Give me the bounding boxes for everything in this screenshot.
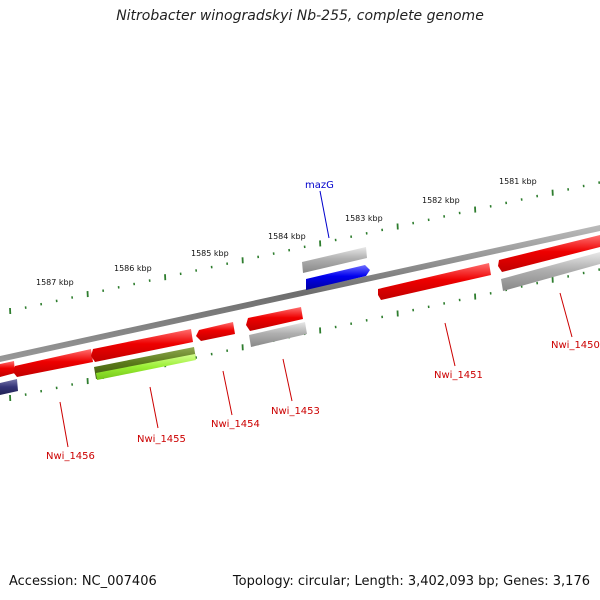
upper-tick-row [9, 181, 600, 315]
gene-gray-outer-1583[interactable] [302, 247, 367, 273]
leader-Nwi_1453 [282, 358, 293, 402]
gene-Nwi_1451[interactable] [378, 263, 491, 300]
gene-label-Nwi_1455[interactable]: Nwi_1455 [137, 434, 186, 445]
tick-label-1581: 1581 kbp [499, 177, 537, 186]
leader-Nwi_1454 [222, 370, 233, 416]
leader-mazG [319, 190, 330, 239]
gene-navy-partial[interactable] [0, 379, 18, 395]
tick-label-1585: 1585 kbp [191, 249, 229, 258]
gene-label-Nwi_1450[interactable]: Nwi_1450 [551, 340, 600, 351]
tick-label-1587: 1587 kbp [36, 278, 74, 287]
gene-Nwi_1450[interactable] [498, 235, 600, 272]
gene-mazG[interactable] [306, 265, 370, 290]
gene-label-Nwi_1453[interactable]: Nwi_1453 [271, 406, 320, 417]
genome-title: Nitrobacter winogradskyi Nb-255, complet… [116, 8, 484, 24]
tick-label-1584: 1584 kbp [268, 232, 306, 241]
leader-Nwi_1451 [444, 322, 456, 367]
leader-Nwi_1450 [559, 292, 573, 338]
gene-partial-left[interactable] [0, 361, 15, 377]
accession-text: Accession: NC_007406 [9, 574, 157, 589]
genome-summary-text: Topology: circular; Length: 3,402,093 bp… [232, 574, 590, 589]
gene-Nwi_1455[interactable] [91, 329, 193, 362]
gene-Nwi_1455-olive[interactable] [94, 347, 196, 380]
gene-label-Nwi_1456[interactable]: Nwi_1456 [46, 451, 95, 462]
gene-gray-outer-1581[interactable] [501, 252, 600, 291]
gene-Nwi_1453[interactable] [246, 307, 303, 331]
leader-Nwi_1455 [149, 386, 159, 429]
gene-gray-inner-1453[interactable] [249, 322, 307, 347]
tick-label-1582: 1582 kbp [422, 196, 460, 205]
gene-label-mazG[interactable]: mazG [305, 180, 334, 191]
gene-Nwi_1454[interactable] [196, 322, 235, 341]
gene-Nwi_1456[interactable] [13, 349, 93, 377]
tick-label-1586: 1586 kbp [114, 264, 152, 273]
tick-label-1583: 1583 kbp [345, 214, 383, 223]
leader-Nwi_1456 [59, 401, 69, 448]
gene-label-Nwi_1451[interactable]: Nwi_1451 [434, 370, 483, 381]
gene-label-Nwi_1454[interactable]: Nwi_1454 [211, 419, 260, 430]
genome-backbone [0, 225, 600, 362]
